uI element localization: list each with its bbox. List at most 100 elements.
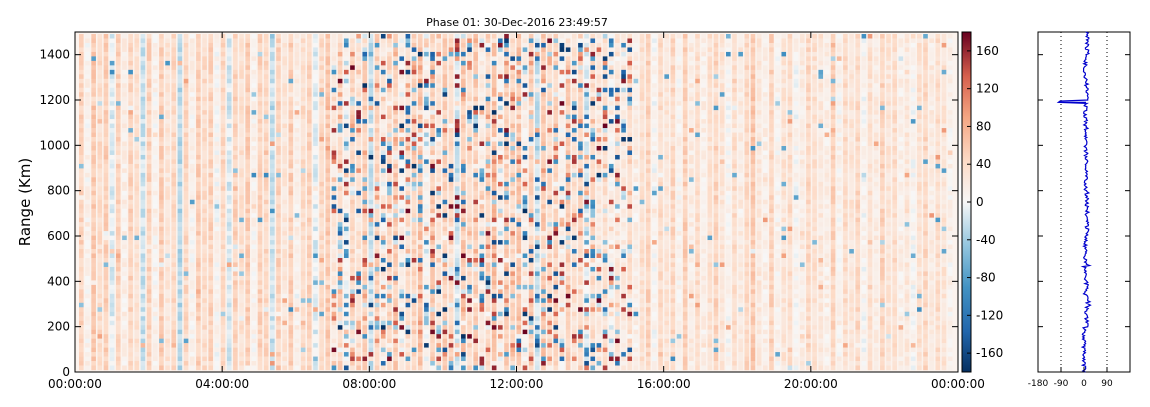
heatmap-cell [189, 338, 195, 344]
heatmap-cell [165, 141, 170, 147]
heatmap-cell [387, 114, 392, 120]
heatmap-cell [430, 87, 435, 93]
heatmap-cell [319, 334, 324, 339]
heatmap-cell [454, 325, 460, 330]
heatmap-cell [165, 329, 170, 335]
heatmap-cell [362, 293, 368, 299]
heatmap-cell [405, 253, 411, 259]
heatmap-cell [97, 258, 103, 263]
heatmap-cell [448, 217, 454, 223]
heatmap-cell [97, 253, 103, 259]
heatmap-cell [350, 347, 355, 353]
heatmap-cell [485, 163, 491, 169]
heatmap-cell [454, 92, 460, 97]
heatmap-cell [356, 69, 361, 75]
heatmap-cell [294, 146, 300, 151]
heatmap-cell [91, 146, 96, 151]
heatmap-cell [189, 343, 195, 348]
heatmap-cell [374, 181, 380, 187]
heatmap-cell [239, 222, 244, 227]
heatmap-cell [251, 343, 257, 348]
heatmap-cell [461, 226, 466, 232]
heatmap-cell [442, 284, 448, 290]
heatmap-cell [208, 213, 214, 218]
heatmap-cell [159, 181, 164, 187]
heatmap-cell [337, 199, 343, 205]
heatmap-cell [442, 253, 448, 259]
heatmap-cell [257, 150, 263, 156]
heatmap-cell [183, 343, 189, 348]
heatmap-cell [393, 60, 398, 66]
heatmap-cell [251, 244, 257, 250]
heatmap-cell [196, 352, 201, 357]
heatmap-cell [362, 356, 368, 362]
heatmap-cell [405, 334, 411, 339]
heatmap-cell [270, 356, 275, 362]
heatmap-cell [214, 307, 220, 312]
heatmap-cell [374, 307, 380, 312]
heatmap-cell [177, 42, 183, 48]
heatmap-cell [393, 258, 398, 263]
heatmap-cell [368, 195, 374, 200]
heatmap-cell [362, 316, 368, 321]
heatmap-cell [380, 222, 386, 227]
heatmap-cell [387, 262, 392, 268]
heatmap-cell [220, 114, 226, 120]
heatmap-cell [159, 78, 164, 84]
heatmap-cell [257, 119, 263, 124]
heatmap-cell [282, 190, 287, 196]
heatmap-cell [436, 190, 442, 196]
heatmap-cell [405, 101, 411, 106]
heatmap-cell [405, 235, 411, 241]
heatmap-cell [79, 213, 84, 218]
heatmap-cell [97, 78, 103, 84]
heatmap-cell [454, 307, 460, 312]
heatmap-cell [294, 34, 300, 39]
heatmap-cell [159, 141, 164, 147]
heatmap-cell [122, 177, 127, 183]
heatmap-cell [399, 217, 405, 223]
heatmap-cell [146, 56, 152, 62]
heatmap-cell [239, 60, 244, 66]
heatmap-cell [331, 172, 337, 178]
heatmap-cell [177, 311, 183, 317]
heatmap-cell [140, 34, 146, 39]
heatmap-cell [430, 361, 435, 366]
heatmap-cell [473, 92, 478, 97]
heatmap-cell [270, 159, 275, 165]
heatmap-cell [300, 199, 306, 205]
heatmap-cell [448, 92, 454, 97]
heatmap-cell [233, 356, 238, 362]
heatmap-cell [473, 365, 478, 371]
heatmap-cell [115, 307, 121, 312]
heatmap-cell [226, 208, 232, 214]
heatmap-cell [380, 141, 386, 147]
heatmap-cell [461, 280, 466, 286]
heatmap-cell [159, 137, 164, 142]
heatmap-cell [159, 199, 164, 205]
heatmap-cell [417, 92, 423, 97]
heatmap-cell [485, 105, 491, 111]
heatmap-cell [171, 51, 177, 57]
heatmap-cell [399, 199, 405, 205]
heatmap-cell [171, 334, 177, 339]
heatmap-cell [319, 271, 324, 277]
heatmap-cell [479, 42, 485, 48]
heatmap-cell [282, 51, 287, 57]
heatmap-cell [189, 271, 195, 277]
heatmap-cell [306, 352, 312, 357]
heatmap-cell [350, 172, 355, 178]
heatmap-cell [239, 249, 244, 254]
heatmap-cell [251, 222, 257, 227]
heatmap-cell [276, 83, 281, 88]
heatmap-cell [337, 51, 343, 57]
heatmap-cell [387, 128, 392, 133]
heatmap-cell [257, 231, 263, 236]
heatmap-cell [159, 163, 164, 169]
heatmap-cell [306, 235, 312, 241]
heatmap-cell [122, 146, 127, 151]
heatmap-cell [177, 302, 183, 308]
heatmap-cell [380, 298, 386, 303]
heatmap-cell [300, 284, 306, 290]
heatmap-cell [146, 235, 152, 241]
